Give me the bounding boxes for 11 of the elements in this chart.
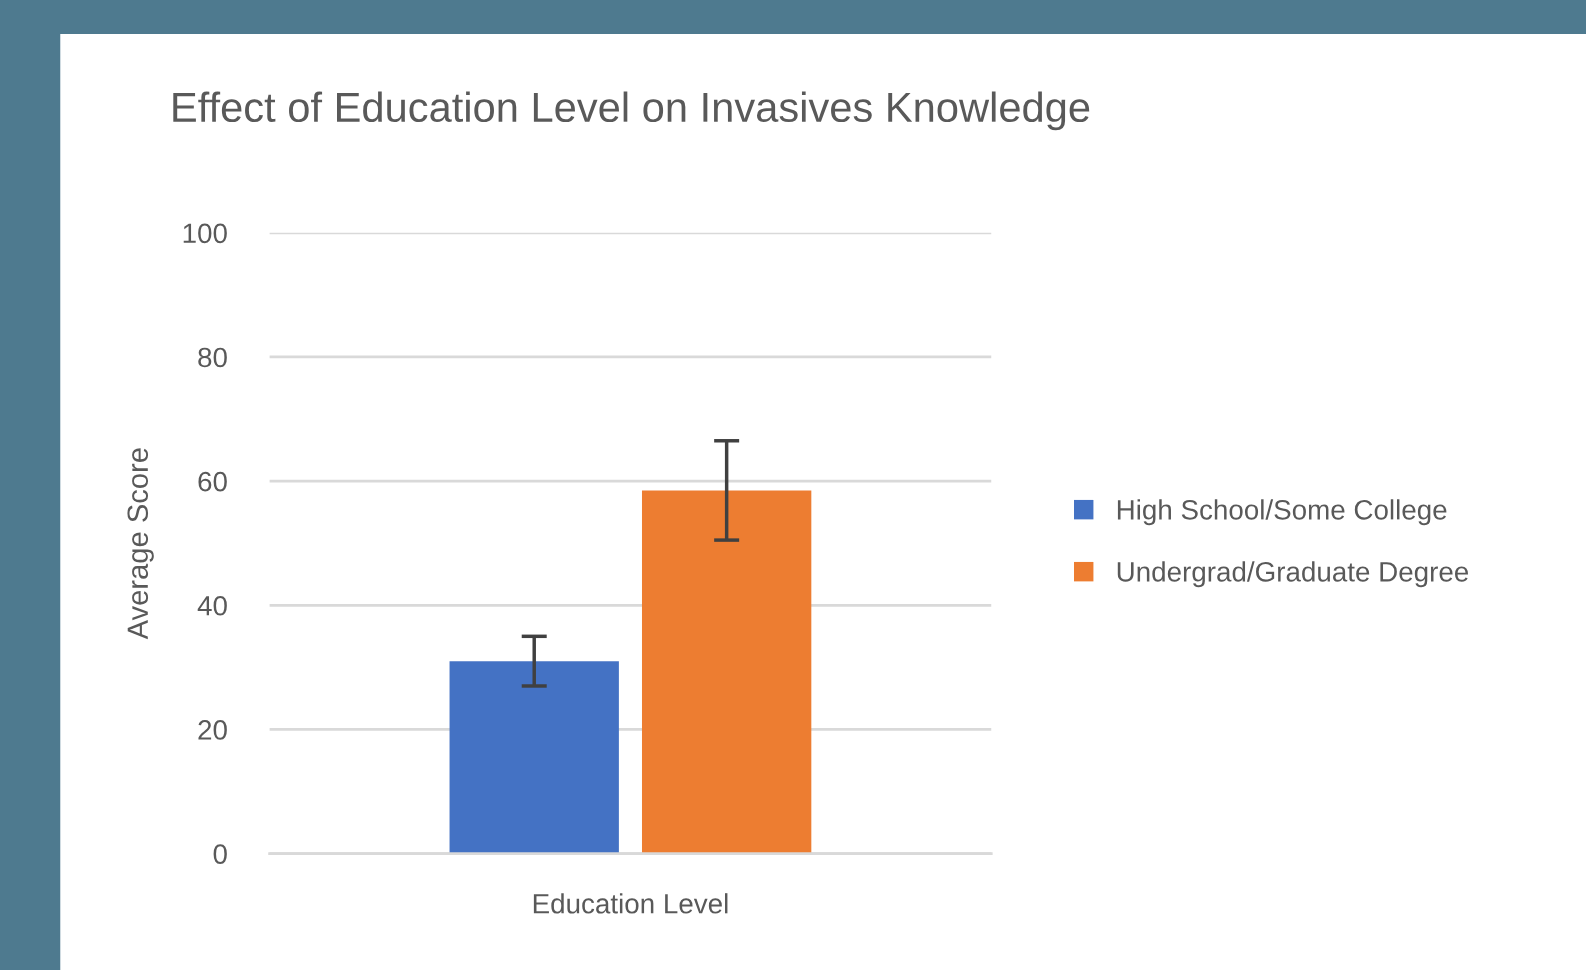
y-tick-label: 20 [198, 720, 227, 740]
x-axis-title: Education Level [533, 893, 728, 914]
legend-label: Undergrad/Graduate Degree [1117, 561, 1469, 588]
legend-label: High School/Some College [1117, 499, 1447, 526]
y-tick-label: 0 [213, 844, 227, 864]
y-tick-label: 100 [183, 223, 227, 244]
y-tick-label: 40 [197, 595, 227, 616]
chart-title: Effect of Education Level on Invasives Knowledge [173, 91, 1090, 131]
y-axis-title: Average Score [127, 448, 154, 640]
y-tick-label: 60 [198, 471, 227, 492]
y-tick-label: 80 [198, 347, 227, 368]
